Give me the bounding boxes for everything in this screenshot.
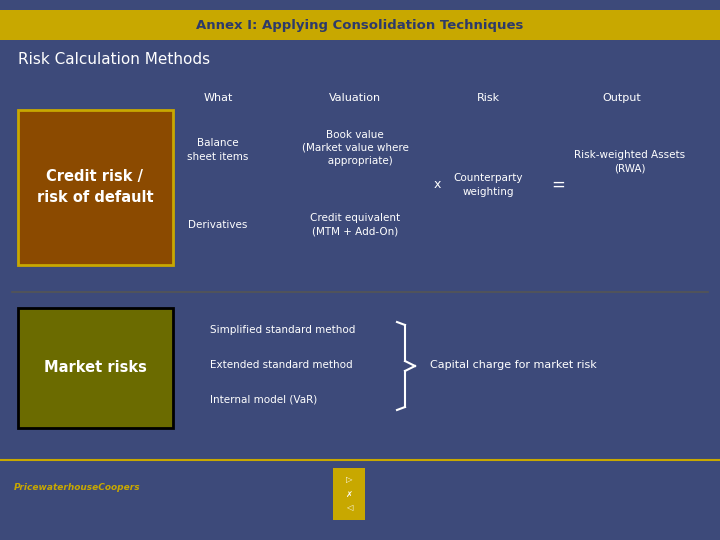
Text: PricewaterhouseCoopers: PricewaterhouseCoopers: [14, 483, 140, 492]
Text: Internal model (VaR): Internal model (VaR): [210, 395, 318, 405]
Text: Simplified standard method: Simplified standard method: [210, 325, 356, 335]
Bar: [18, 110, 173, 265]
Bar: [18, 308, 173, 428]
Text: Extended standard method: Extended standard method: [210, 360, 353, 370]
Text: =: =: [551, 176, 565, 194]
Bar: [0, 10, 720, 40]
Text: ▷: ▷: [346, 476, 352, 484]
Text: Risk-weighted Assets
(RWA): Risk-weighted Assets (RWA): [575, 151, 685, 173]
Text: What: What: [203, 93, 233, 103]
Text: Capital charge for market risk: Capital charge for market risk: [430, 360, 597, 370]
Text: Risk: Risk: [477, 93, 500, 103]
Text: ✗: ✗: [346, 489, 353, 498]
Text: Derivatives: Derivatives: [189, 220, 248, 230]
Text: Annex I: Applying Consolidation Techniques: Annex I: Applying Consolidation Techniqu…: [197, 18, 523, 31]
Text: Credit equivalent
(MTM + Add-On): Credit equivalent (MTM + Add-On): [310, 213, 400, 237]
Text: Counterparty
weighting: Counterparty weighting: [454, 173, 523, 197]
Text: Book value
(Market value where
   appropriate): Book value (Market value where appropria…: [302, 130, 408, 166]
Text: Output: Output: [603, 93, 642, 103]
Text: Valuation: Valuation: [329, 93, 381, 103]
Text: Balance
sheet items: Balance sheet items: [187, 138, 248, 161]
Bar: [333, 468, 365, 520]
Text: x: x: [433, 179, 441, 192]
Text: ◁: ◁: [346, 503, 352, 512]
Text: Market risks: Market risks: [44, 361, 146, 375]
Text: Credit risk /
risk of default: Credit risk / risk of default: [37, 169, 153, 205]
Text: Risk Calculation Methods: Risk Calculation Methods: [18, 52, 210, 68]
